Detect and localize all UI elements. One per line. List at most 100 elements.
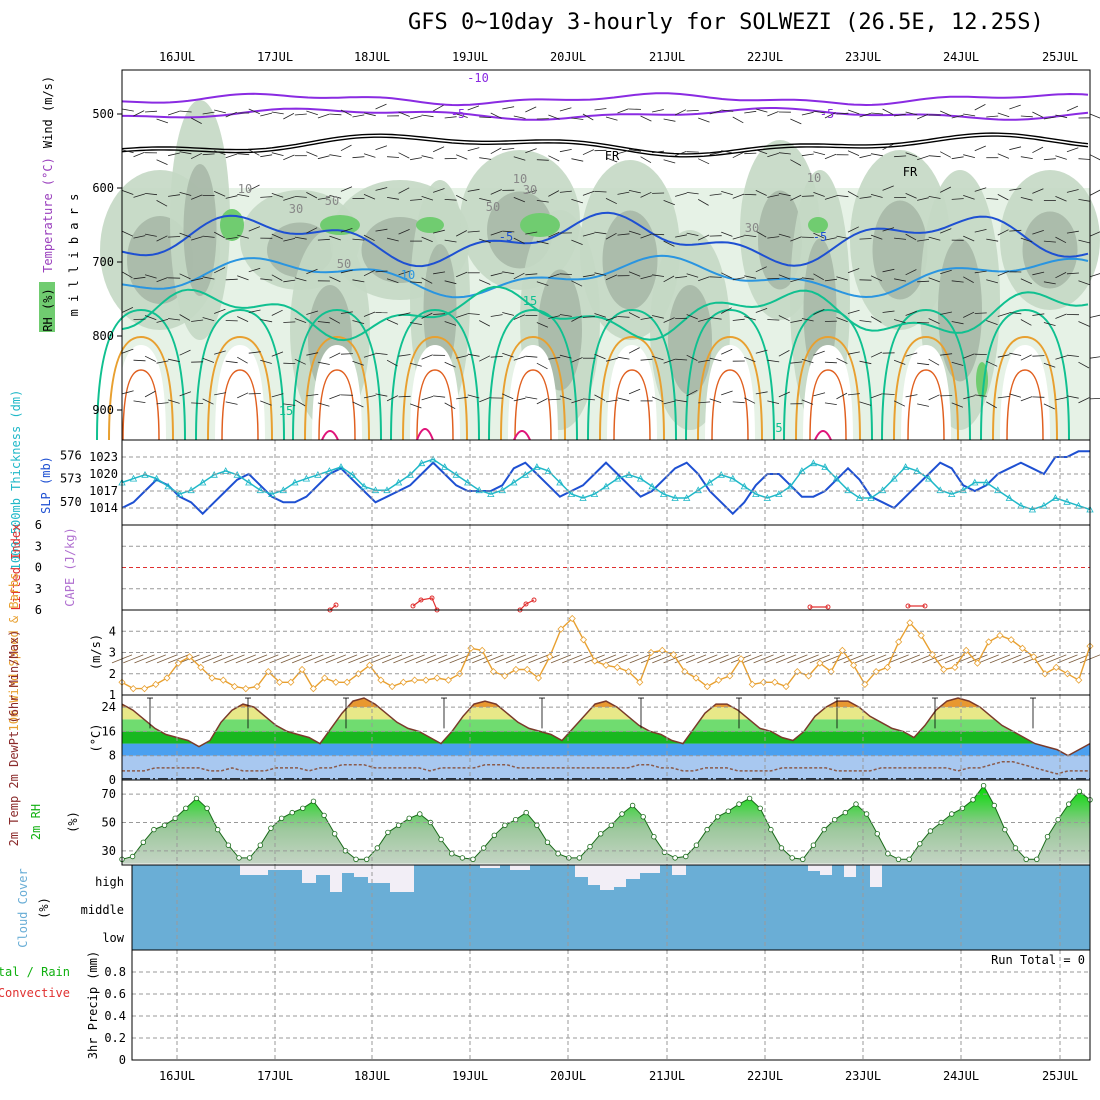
- surface-wind-barb: [1057, 654, 1078, 664]
- wind-barb: [444, 280, 457, 285]
- wind-barb: [306, 192, 318, 199]
- wind-barb: [502, 106, 515, 110]
- lifted-index-marker: [429, 595, 435, 601]
- wind-speed-marker: [197, 663, 205, 671]
- precip-tick-label: 0.8: [104, 965, 126, 979]
- temp-contour-20: [207, 335, 273, 441]
- wind-barb: [156, 159, 168, 165]
- warm-plume: [312, 345, 362, 440]
- wind-barb: [813, 309, 825, 315]
- temp-contour-15: [390, 308, 480, 441]
- wind-barb: [571, 239, 583, 245]
- wind-barb: [386, 237, 399, 242]
- wind-barb: [1089, 189, 1100, 196]
- li-tick-label: 6: [35, 518, 42, 532]
- wind-barb: [398, 187, 410, 194]
- wind-barb: [824, 237, 837, 241]
- wind-barb: [882, 143, 894, 151]
- thickness-marker: [890, 474, 898, 482]
- wind-barb: [248, 184, 260, 191]
- rh-marker: [789, 855, 795, 861]
- wind-barb: [582, 316, 595, 318]
- wind-barb: [986, 360, 998, 367]
- temp-color-band: [122, 743, 1090, 756]
- lifted-index-marker: [410, 603, 416, 609]
- wind-barb: [582, 232, 595, 237]
- wind-speed-marker: [703, 682, 711, 691]
- thickness-marker: [1051, 494, 1060, 501]
- wind-barb: [145, 110, 158, 113]
- wind-barb: [283, 196, 295, 201]
- surface-wind-barb: [472, 654, 493, 664]
- rh-marker: [1065, 801, 1072, 807]
- cloud-gap: [316, 865, 330, 875]
- wind-barb: [490, 112, 502, 119]
- contour-label: -5: [499, 230, 513, 244]
- wind-barb: [617, 108, 629, 114]
- wind-barb: [928, 318, 940, 324]
- thickness-marker: [636, 474, 645, 482]
- rh-marker: [885, 851, 891, 857]
- wind-barb: [214, 109, 226, 114]
- wind-barb: [306, 110, 318, 116]
- wind-barb: [905, 152, 918, 157]
- wind-barb: [156, 200, 168, 207]
- warm-plume: [116, 345, 166, 440]
- wind-barb: [640, 115, 652, 122]
- wind-barb: [179, 232, 192, 238]
- top-date-label: 22JUL: [747, 50, 783, 64]
- wind-barb: [663, 200, 675, 206]
- wind-barb: [674, 109, 687, 116]
- wind-barb: [479, 397, 491, 403]
- wind-barb: [121, 348, 134, 354]
- top-date-label: 21JUL: [649, 50, 685, 64]
- wind-barb: [167, 110, 180, 116]
- surface-wind-barb: [168, 654, 189, 664]
- wind-barb: [755, 266, 767, 273]
- wind-barb: [444, 116, 457, 119]
- wind-barb: [306, 151, 318, 157]
- rh-marker: [587, 843, 593, 850]
- wind-barb: [951, 402, 964, 408]
- wind-barb: [640, 275, 653, 280]
- wind-barb: [375, 228, 388, 232]
- wind-barb: [917, 280, 930, 283]
- precip-tick-label: 0.2: [104, 1031, 126, 1045]
- wind-barb: [675, 358, 688, 361]
- rh-marker: [236, 855, 242, 861]
- wind-speed-marker: [523, 665, 531, 674]
- precip-axis-label: 3hr Precip (mm): [86, 951, 100, 1059]
- wind-barb: [882, 310, 895, 313]
- wind-barb: [986, 401, 997, 409]
- wind-barb: [513, 356, 526, 361]
- rh-unit-label: (%): [66, 811, 80, 833]
- thickness-marker: [740, 482, 748, 490]
- thickness-marker: [648, 482, 656, 490]
- temp-color-band: [122, 719, 1090, 732]
- wind-barb: [847, 309, 860, 314]
- surface-wind-barb: [145, 654, 166, 664]
- warm-plume: [901, 345, 951, 440]
- wind-barb: [1066, 395, 1079, 399]
- wind-speed-marker: [895, 638, 903, 646]
- wind-barb: [490, 230, 503, 236]
- temperature-line: [121, 697, 1091, 757]
- temp-contour-20: [599, 335, 665, 441]
- temp-contour-25: [613, 369, 651, 441]
- wind-speed-marker: [906, 619, 914, 627]
- wind-barb: [398, 229, 410, 235]
- wind-barb: [409, 115, 422, 120]
- wind-barb: [467, 105, 480, 111]
- wind-barb: [986, 115, 999, 118]
- wind-barb: [698, 234, 710, 241]
- wind-barb: [571, 315, 583, 322]
- wind-barb: [663, 358, 676, 364]
- wind-barb: [536, 200, 549, 203]
- wind-barb: [617, 191, 630, 195]
- wind-barb: [663, 159, 676, 164]
- wind-barb: [824, 361, 837, 364]
- thickness-marker: [613, 474, 622, 482]
- wind-barb: [1043, 362, 1056, 368]
- wind-barb: [352, 360, 364, 366]
- rh-marker: [704, 826, 710, 833]
